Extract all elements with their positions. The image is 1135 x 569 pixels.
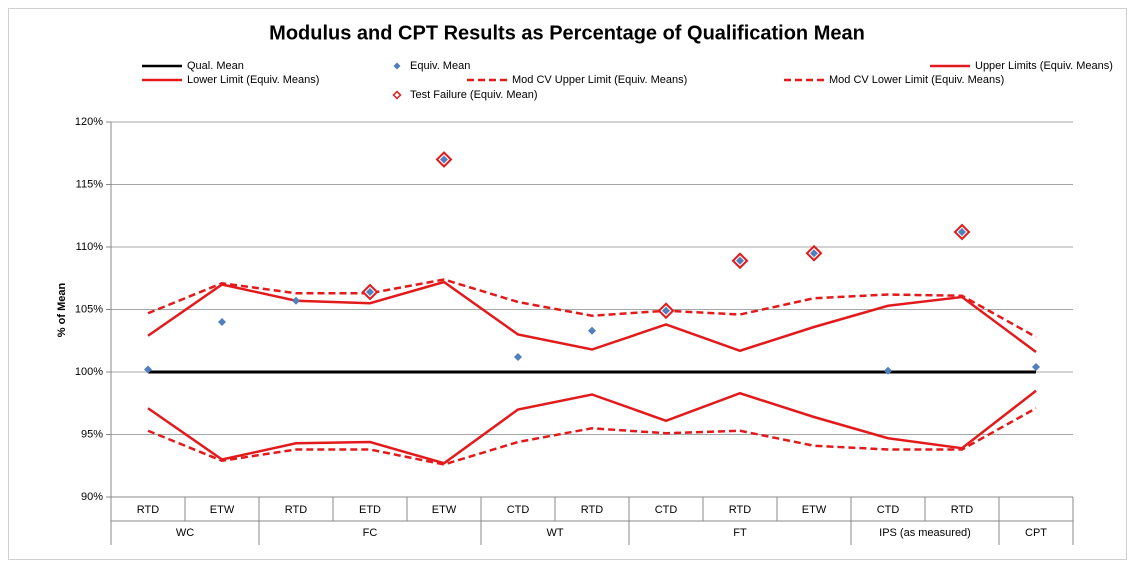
group-label: CPT [1025, 527, 1047, 539]
x-tick-label: RTD [951, 504, 973, 516]
legend-label: Upper Limits (Equiv. Means) [975, 60, 1113, 72]
y-axis-label: % of Mean [56, 283, 68, 338]
legend-label: Equiv. Mean [410, 60, 470, 72]
data-point [366, 288, 374, 296]
x-tick-label: ETW [802, 504, 827, 516]
data-point [292, 296, 300, 305]
y-tick-label: 120% [75, 116, 103, 128]
data-point [514, 353, 522, 361]
x-tick-label: RTD [285, 504, 307, 516]
y-tick-label: 110% [76, 241, 104, 253]
x-tick-label: CTD [655, 504, 678, 516]
data-point [884, 366, 892, 375]
series-line [147, 278, 1037, 339]
legend-swatch [392, 90, 402, 100]
data-point [588, 326, 596, 335]
group-label: FC [363, 527, 378, 539]
y-tick-label: 100% [75, 366, 103, 378]
legend-label: Lower Limit (Equiv. Means) [187, 74, 319, 86]
legend-label: Mod CV Lower Limit (Equiv. Means) [829, 74, 1004, 86]
x-tick-label: ETW [432, 504, 457, 516]
x-tick-label: ETW [210, 504, 235, 516]
data-point [144, 365, 152, 374]
y-tick-label: 95% [81, 428, 103, 440]
data-point [440, 155, 448, 164]
legend-label: Qual. Mean [187, 60, 244, 72]
x-tick-label: ETD [359, 504, 381, 516]
data-point [958, 228, 966, 236]
x-tick-label: RTD [729, 504, 751, 516]
legend-label: Mod CV Upper Limit (Equiv. Means) [512, 74, 687, 86]
group-label: IPS (as measured) [879, 527, 971, 539]
y-tick-label: 90% [81, 491, 103, 503]
y-tick-label: 105% [75, 303, 103, 315]
data-point [1032, 363, 1040, 371]
x-tick-label: CTD [877, 504, 900, 516]
data-point [810, 249, 818, 258]
series-line [147, 407, 1037, 466]
legend-swatch [393, 62, 401, 70]
data-point [662, 306, 670, 315]
data-point [736, 256, 744, 265]
series-line [147, 389, 1037, 465]
y-tick-label: 115% [76, 178, 104, 190]
x-tick-label: RTD [137, 504, 159, 516]
group-label: WT [546, 527, 563, 539]
x-tick-label: CTD [507, 504, 530, 516]
x-tick-label: RTD [581, 504, 603, 516]
legend-label: Test Failure (Equiv. Mean) [410, 89, 538, 101]
data-point [218, 318, 226, 326]
chart-title: Modulus and CPT Results as Percentage of… [269, 22, 865, 44]
group-label: WC [176, 527, 194, 539]
chart-frame [8, 8, 1127, 560]
group-label: FT [733, 527, 747, 539]
